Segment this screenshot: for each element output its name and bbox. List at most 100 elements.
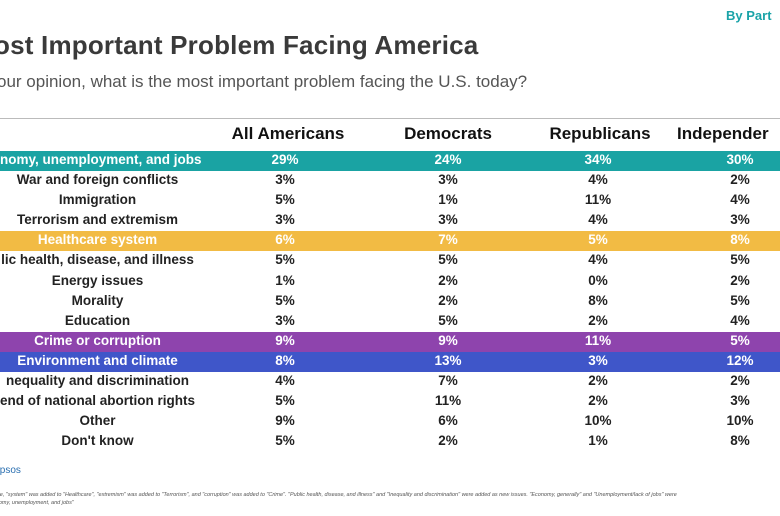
table-row: nequality and discrimination 4% 7% 2% 2% — [0, 372, 780, 392]
table-cell: 11% — [584, 332, 612, 348]
table-cell: 2% — [588, 312, 608, 328]
table-row-highlighted: nomy, unemployment, and jobs 29% 24% 34% 30% — [0, 151, 780, 172]
table-cell: 5% — [438, 312, 458, 328]
footnote: wave, "system" was added to "Healthcare"… — [0, 491, 677, 507]
row-label: lic health, disease, and illness — [1, 252, 194, 268]
footnote-line-1: wave, "system" was added to "Healthcare"… — [0, 492, 677, 498]
table-cell: 5% — [730, 292, 750, 308]
source-label: Ipsos — [0, 465, 21, 476]
table-cell: 9% — [275, 413, 295, 429]
row-label: Morality — [71, 292, 124, 308]
table-row: War and foreign conflicts 3% 3% 4% 2% — [0, 171, 780, 191]
column-header-all-americans: All Americans — [231, 124, 345, 143]
table-cell: 2% — [588, 393, 608, 409]
divider — [0, 118, 780, 119]
table-cell: 5% — [275, 292, 295, 308]
row-label: Terrorism and extremism — [16, 212, 179, 228]
row-label: Education — [64, 312, 131, 328]
table-cell: 4% — [588, 212, 608, 228]
table-cell: 0% — [588, 272, 608, 288]
table-row-highlighted: Healthcare system 6% 7% 5% 8% — [0, 231, 780, 252]
table-cell: 2% — [730, 272, 750, 288]
table-cell: 12% — [726, 352, 754, 368]
table-cell: 8% — [588, 292, 608, 308]
table-cell: 2% — [588, 373, 608, 389]
table-row: Education 3% 5% 2% 4% — [0, 312, 780, 332]
table-cell: 3% — [588, 352, 608, 368]
table-cell: 3% — [730, 393, 750, 409]
table-cell: 3% — [438, 212, 458, 228]
table-cell: 5% — [438, 252, 458, 268]
table-cell: 4% — [588, 252, 608, 268]
table-cell: 30% — [726, 152, 754, 167]
table-row: Morality 5% 2% 8% 5% — [0, 292, 780, 312]
footnote-line-2: conomy, unemployment, and jobs" — [0, 500, 74, 506]
table-cell: 5% — [730, 332, 750, 348]
table-row: Terrorism and extremism 3% 3% 4% 3% — [0, 211, 780, 231]
table-cell: 29% — [271, 152, 299, 167]
table-cell: 9% — [275, 332, 295, 348]
row-label: Environment and climate — [17, 352, 178, 368]
table-row: lic health, disease, and illness 5% 5% 4% 5% — [0, 251, 780, 271]
page-subtitle: our opinion, what is the most important … — [0, 72, 528, 91]
table-cell: 3% — [275, 312, 295, 328]
row-label: Crime or corruption — [34, 332, 161, 348]
table-cell: 5% — [275, 433, 295, 449]
table-cell: 6% — [275, 232, 295, 248]
table-cell: 1% — [438, 192, 458, 208]
row-label: Immigration — [58, 192, 137, 208]
table-cell: 11% — [584, 192, 612, 208]
table-cell: 3% — [275, 212, 295, 228]
table-row: Other 9% 6% 10% 10% — [0, 412, 780, 432]
table-row: Energy issues 1% 2% 0% 2% — [0, 272, 780, 292]
table-cell: 2% — [438, 292, 458, 308]
table-cell: 8% — [730, 433, 750, 449]
table-cell: 34% — [584, 152, 612, 167]
table-row: end of national abortion rights 5% 11% 2% 3% — [0, 392, 780, 412]
table-cell: 1% — [275, 272, 295, 288]
table-cell: 8% — [730, 232, 750, 248]
table-cell: 11% — [434, 393, 462, 409]
table-cell: 4% — [275, 373, 295, 389]
table-cell: 6% — [438, 413, 458, 429]
table-cell: 5% — [275, 192, 295, 208]
table-cell: 9% — [438, 332, 458, 348]
table-row: Don't know 5% 2% 1% 8% — [0, 432, 780, 452]
table-cell: 10% — [584, 413, 612, 429]
row-label: nomy, unemployment, and jobs — [0, 152, 202, 167]
table-cell: 3% — [275, 172, 295, 188]
by-party-label: By Part — [726, 8, 772, 23]
row-label: Other — [79, 413, 116, 429]
page-title: ost Important Problem Facing America — [0, 30, 479, 60]
table-cell: 3% — [730, 212, 750, 228]
column-header-republicans: Republicans — [549, 124, 651, 143]
column-headers: All Americans Democrats Republicans Inde… — [0, 124, 780, 150]
table-cell: 5% — [588, 232, 608, 248]
table-cell: 7% — [438, 373, 458, 389]
table-row: Immigration 5% 1% 11% 4% — [0, 191, 780, 211]
table-cell: 1% — [588, 433, 608, 449]
table-row-highlighted: Environment and climate 8% 13% 3% 12% — [0, 351, 780, 373]
results-table: nomy, unemployment, and jobs 29% 24% 34% 30%… — [0, 151, 780, 452]
row-label: end of national abortion rights — [0, 393, 195, 409]
table-cell: 5% — [275, 393, 295, 409]
column-header-democrats: Democrats — [404, 124, 492, 143]
table-cell: 5% — [275, 252, 295, 268]
column-header-independents: Independer — [677, 124, 769, 143]
table-row-highlighted: Crime or corruption 9% 9% 11% 5% — [0, 331, 780, 352]
table-cell: 3% — [438, 172, 458, 188]
table-cell: 2% — [438, 272, 458, 288]
table-cell: 24% — [434, 152, 462, 167]
row-label: Healthcare system — [37, 232, 158, 248]
table-cell: 2% — [438, 433, 458, 449]
row-label: nequality and discrimination — [5, 373, 190, 389]
row-label: Don't know — [61, 433, 134, 449]
table-cell: 4% — [588, 172, 608, 188]
table-cell: 2% — [730, 172, 750, 188]
table-cell: 5% — [730, 252, 750, 268]
table-cell: 4% — [730, 192, 750, 208]
table-cell: 4% — [730, 312, 750, 328]
table-cell: 10% — [726, 413, 754, 429]
table-cell: 7% — [438, 232, 458, 248]
table-cell: 13% — [434, 352, 462, 368]
